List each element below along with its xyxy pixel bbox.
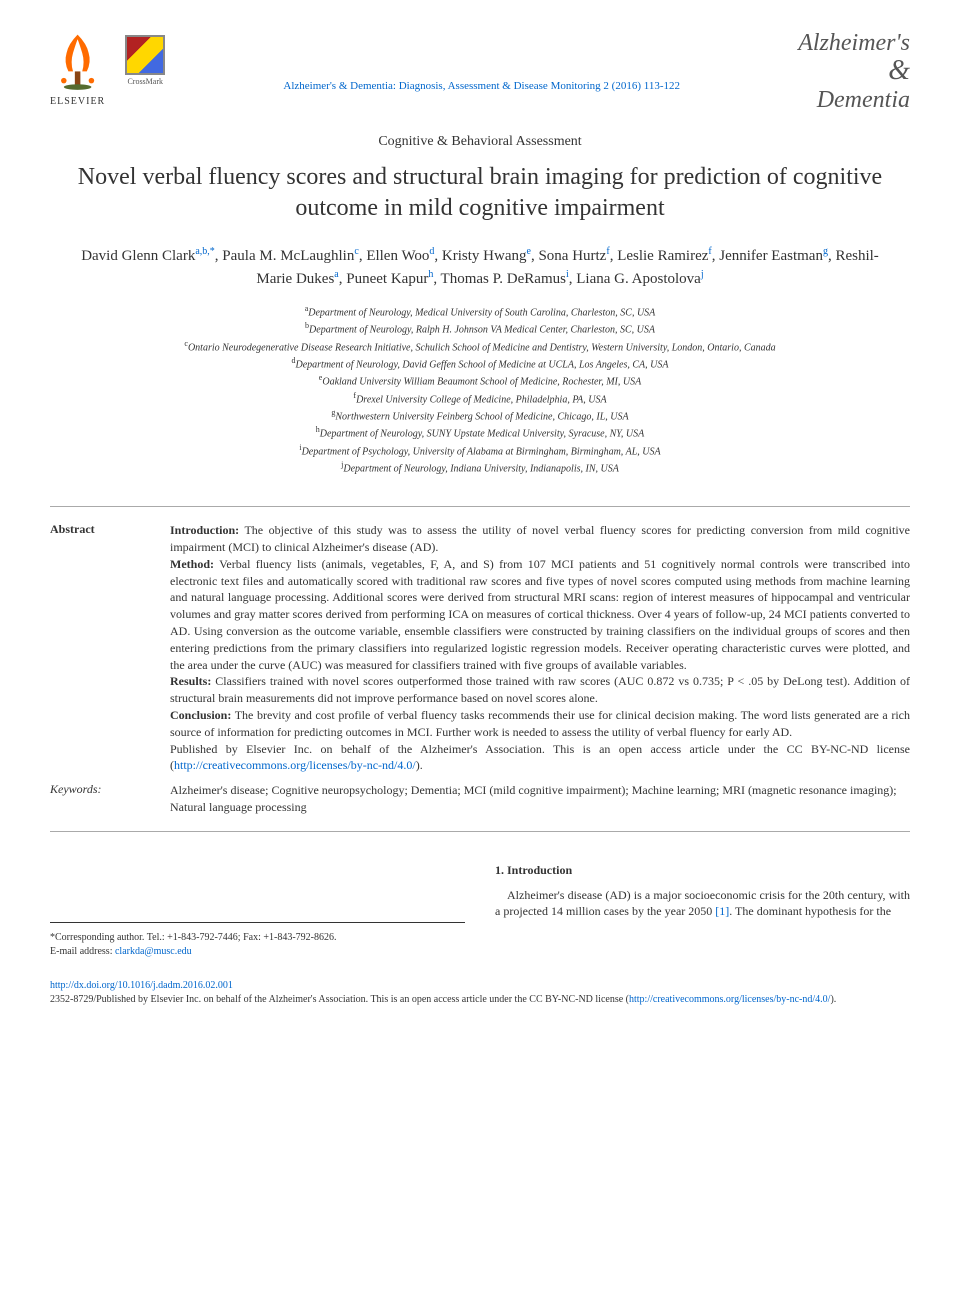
journal-logo-line1: Alzheimer's xyxy=(798,30,910,56)
affiliation-item: dDepartment of Neurology, David Geffen S… xyxy=(50,355,910,372)
header-row: ELSEVIER CrossMark Alzheimer's & Dementi… xyxy=(50,30,910,114)
intro-text-post: . The dominant hypothesis for the xyxy=(729,904,891,918)
affiliation-item: cOntario Neurodegenerative Disease Resea… xyxy=(50,338,910,355)
corresponding-email-link[interactable]: clarkda@musc.edu xyxy=(115,946,192,957)
footer-issn-text: 2352-8729/Published by Elsevier Inc. on … xyxy=(50,994,629,1005)
introduction-heading: 1. Introduction xyxy=(495,862,910,879)
abstract-label: Abstract xyxy=(50,522,140,774)
affiliation-item: eOakland University William Beaumont Sch… xyxy=(50,372,910,389)
corresponding-line1: *Corresponding author. Tel.: +1-843-792-… xyxy=(50,931,465,945)
elsevier-label: ELSEVIER xyxy=(50,96,105,107)
elsevier-logo: ELSEVIER xyxy=(50,30,105,107)
intro-ref-link[interactable]: [1] xyxy=(715,904,729,918)
page-footer: http://dx.doi.org/10.1016/j.dadm.2016.02… xyxy=(50,979,910,1007)
affiliation-item: bDepartment of Neurology, Ralph H. Johns… xyxy=(50,320,910,337)
keywords-content: Alzheimer's disease; Cognitive neuropsyc… xyxy=(170,782,910,816)
keywords-section: Keywords: Alzheimer's disease; Cognitive… xyxy=(50,782,910,832)
section-label: Cognitive & Behavioral Assessment xyxy=(50,134,910,150)
affiliation-item: iDepartment of Psychology, University of… xyxy=(50,442,910,459)
abstract-method-text: Verbal fluency lists (animals, vegetable… xyxy=(170,557,910,672)
journal-logo-line2: Dementia xyxy=(798,87,910,113)
crossmark-label: CrossMark xyxy=(127,77,163,86)
left-column: *Corresponding author. Tel.: +1-843-792-… xyxy=(50,862,465,959)
journal-logo-amp: & xyxy=(888,55,910,86)
affiliation-item: fDrexel University College of Medicine, … xyxy=(50,390,910,407)
crossmark-badge[interactable]: CrossMark xyxy=(125,35,165,86)
body-columns: *Corresponding author. Tel.: +1-843-792-… xyxy=(50,862,910,959)
journal-reference: Alzheimer's & Dementia: Diagnosis, Asses… xyxy=(165,80,798,92)
abstract-section: Abstract Introduction: The objective of … xyxy=(50,506,910,774)
abstract-license-link[interactable]: http://creativecommons.org/licenses/by-n… xyxy=(174,758,416,772)
article-title: Novel verbal fluency scores and structur… xyxy=(50,162,910,224)
corresponding-author: *Corresponding author. Tel.: +1-843-792-… xyxy=(50,922,465,959)
header-left: ELSEVIER CrossMark xyxy=(50,30,165,107)
footer-license-link[interactable]: http://creativecommons.org/licenses/by-n… xyxy=(629,994,830,1005)
affiliation-item: hDepartment of Neurology, SUNY Upstate M… xyxy=(50,424,910,441)
keywords-label: Keywords: xyxy=(50,782,140,816)
abstract-method-label: Method: xyxy=(170,557,214,571)
abstract-content: Introduction: The objective of this stud… xyxy=(170,522,910,774)
footer-close: ). xyxy=(830,994,836,1005)
affiliations-list: aDepartment of Neurology, Medical Univer… xyxy=(50,303,910,476)
affiliation-item: gNorthwestern University Feinberg School… xyxy=(50,407,910,424)
email-label: E-mail address: xyxy=(50,946,115,957)
abstract-conclusion-text: The brevity and cost profile of verbal f… xyxy=(170,708,910,739)
abstract-intro-text: The objective of this study was to asses… xyxy=(170,523,910,554)
authors-list: David Glenn Clarka,b,*, Paula M. McLaugh… xyxy=(50,244,910,291)
journal-logo: Alzheimer's & Dementia xyxy=(798,30,910,114)
introduction-text: Alzheimer's disease (AD) is a major soci… xyxy=(495,887,910,921)
crossmark-icon xyxy=(125,35,165,75)
abstract-conclusion-label: Conclusion: xyxy=(170,708,231,722)
right-column: 1. Introduction Alzheimer's disease (AD)… xyxy=(495,862,910,959)
doi-link[interactable]: http://dx.doi.org/10.1016/j.dadm.2016.02… xyxy=(50,980,233,991)
affiliation-item: aDepartment of Neurology, Medical Univer… xyxy=(50,303,910,320)
abstract-results-label: Results: xyxy=(170,674,211,688)
abstract-license-close: ). xyxy=(416,758,423,772)
affiliation-item: jDepartment of Neurology, Indiana Univer… xyxy=(50,459,910,476)
abstract-results-text: Classifiers trained with novel scores ou… xyxy=(170,674,910,705)
abstract-intro-label: Introduction: xyxy=(170,523,239,537)
elsevier-tree-icon xyxy=(50,30,105,94)
